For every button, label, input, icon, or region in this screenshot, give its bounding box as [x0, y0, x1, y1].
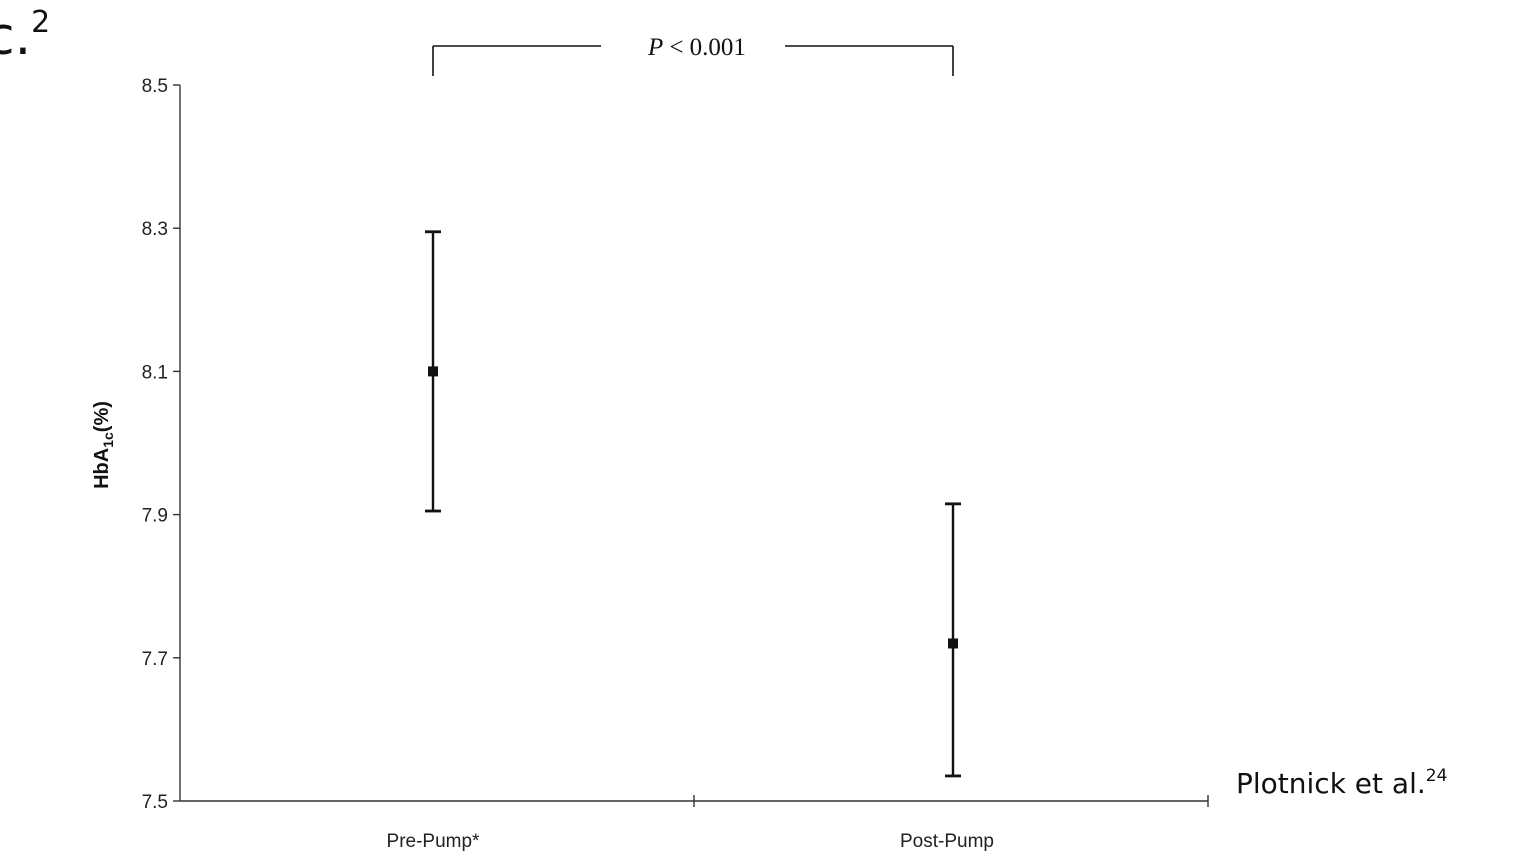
y-axis-label-main: HbA [91, 448, 113, 489]
plot-area [425, 230, 961, 778]
heading-fragment-superscript: 2 [31, 5, 51, 40]
y-tick-label: 8.5 [142, 76, 168, 97]
x-axis: Pre-Pump* Post-Pump [180, 795, 1209, 852]
y-axis-label-subscript: 1c [100, 432, 116, 448]
p-value-symbol: P [647, 34, 663, 61]
mean-marker [948, 638, 958, 649]
p-value-text: < 0.001 [669, 34, 746, 61]
heading-fragment-text: c. [0, 7, 32, 67]
y-tick-label: 7.5 [142, 792, 168, 813]
y-tick-label: 7.9 [142, 506, 168, 527]
x-category-label: Post-Pump [900, 831, 994, 852]
y-axis-label: HbA1c(%) [91, 401, 116, 489]
x-category-label: Pre-Pump* [387, 831, 481, 852]
citation: Plotnick et al.24 [1236, 766, 1447, 800]
significance-bracket [432, 45, 954, 76]
y-axis-label-suffix: (%) [91, 401, 113, 432]
citation-text: Plotnick et al. [1236, 767, 1426, 800]
y-tick-label: 8.1 [142, 362, 168, 383]
mean-marker [428, 366, 438, 377]
y-axis: 7.5 7.7 7.9 8.1 8.3 8.5 [142, 76, 181, 813]
y-tick-label: 7.7 [142, 649, 168, 670]
cut-off-heading-fragment: c.2 [0, 5, 51, 64]
p-value-annotation: P < 0.001 [647, 34, 746, 61]
citation-superscript: 24 [1425, 766, 1448, 786]
y-tick-label: 8.3 [142, 219, 168, 240]
